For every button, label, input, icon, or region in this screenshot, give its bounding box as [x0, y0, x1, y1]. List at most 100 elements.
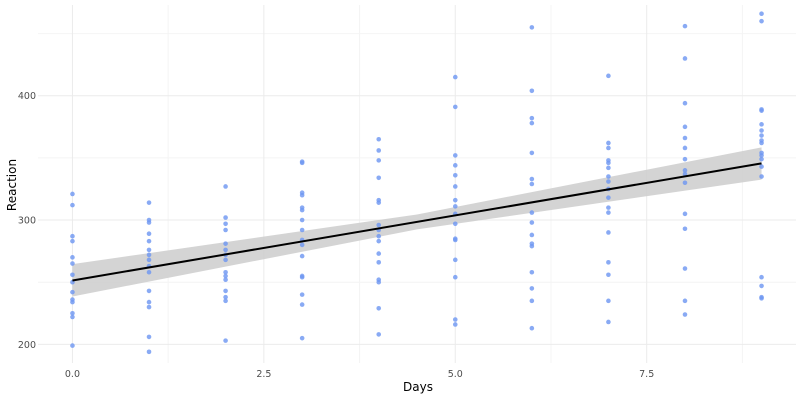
y-tick-label: 400 — [18, 91, 36, 102]
data-point — [223, 257, 228, 263]
data-point — [682, 266, 688, 271]
data-point — [452, 257, 458, 263]
y-tick-label: 200 — [18, 340, 36, 351]
data-point — [70, 238, 75, 244]
data-point — [146, 304, 152, 310]
data-point — [70, 343, 75, 348]
data-point — [759, 164, 764, 169]
data-point — [146, 200, 152, 205]
data-point — [759, 156, 764, 162]
data-point — [606, 165, 611, 171]
data-point — [452, 172, 458, 178]
data-point — [376, 238, 382, 244]
data-point — [146, 349, 152, 355]
data-point — [223, 221, 228, 227]
regression-line-layer — [72, 162, 762, 282]
data-point — [70, 261, 75, 266]
data-point — [529, 88, 535, 94]
data-point — [299, 335, 305, 341]
data-point — [606, 179, 611, 184]
data-point — [223, 227, 228, 233]
data-point — [606, 174, 611, 179]
data-point — [376, 148, 382, 153]
data-point — [529, 210, 535, 215]
data-point — [759, 11, 764, 17]
data-point — [299, 253, 305, 259]
data-point — [223, 298, 228, 304]
data-point — [606, 205, 611, 210]
data-point — [682, 180, 688, 186]
data-point — [70, 255, 75, 260]
data-point — [682, 168, 688, 173]
data-point — [682, 211, 688, 217]
data-point — [759, 283, 764, 289]
data-point — [146, 252, 152, 258]
data-point — [529, 269, 535, 275]
data-point — [146, 288, 152, 294]
data-point — [682, 156, 688, 162]
data-point — [146, 269, 152, 275]
data-point — [606, 158, 611, 163]
data-point — [452, 74, 458, 80]
data-point — [759, 18, 764, 24]
x-axis-title: Days — [403, 380, 433, 394]
data-point — [759, 122, 764, 127]
data-point — [223, 241, 228, 246]
data-point — [682, 145, 688, 151]
data-point — [529, 325, 535, 331]
data-point — [376, 222, 382, 228]
data-point — [759, 107, 764, 112]
data-point — [606, 260, 611, 265]
x-tick-label: 2.5 — [256, 369, 271, 380]
data-point — [529, 150, 535, 156]
data-point — [682, 124, 688, 130]
data-point — [682, 298, 688, 304]
regression-line — [72, 162, 762, 282]
data-point — [529, 286, 535, 291]
data-point — [70, 202, 75, 208]
data-point — [606, 140, 611, 146]
data-point — [529, 232, 535, 238]
data-point — [299, 302, 305, 307]
data-point — [759, 274, 764, 280]
data-point — [376, 197, 382, 203]
data-point — [682, 100, 688, 106]
data-point — [529, 176, 535, 182]
data-point — [452, 317, 458, 322]
data-point — [146, 334, 152, 340]
data-point — [452, 204, 458, 209]
data-point — [376, 260, 382, 265]
data-point — [376, 233, 382, 239]
data-point — [376, 277, 382, 283]
data-point — [146, 238, 152, 244]
y-axis-title: Reaction — [5, 159, 19, 211]
data-point — [606, 272, 611, 278]
data-point — [759, 138, 764, 143]
data-point — [682, 312, 688, 317]
data-point — [70, 314, 75, 320]
data-point — [146, 247, 152, 253]
data-point — [223, 273, 228, 279]
data-point — [376, 175, 382, 181]
data-point — [606, 319, 611, 325]
data-point — [376, 136, 382, 142]
data-point — [70, 297, 75, 302]
data-point — [299, 217, 305, 223]
data-point — [223, 294, 228, 300]
data-point — [606, 145, 611, 151]
data-point — [223, 338, 228, 343]
data-point — [682, 135, 688, 141]
x-axis-tick-labels: 0.0 2.5 5.0 7.5 — [65, 369, 654, 380]
data-point — [146, 257, 152, 263]
data-point — [223, 269, 228, 275]
data-point — [682, 23, 688, 29]
data-point — [452, 274, 458, 280]
data-point — [299, 227, 305, 233]
data-point — [376, 158, 382, 163]
data-point — [529, 120, 535, 126]
data-point — [682, 226, 688, 232]
data-point — [70, 310, 75, 316]
minor-gridlines — [38, 5, 796, 363]
data-point — [70, 272, 75, 278]
